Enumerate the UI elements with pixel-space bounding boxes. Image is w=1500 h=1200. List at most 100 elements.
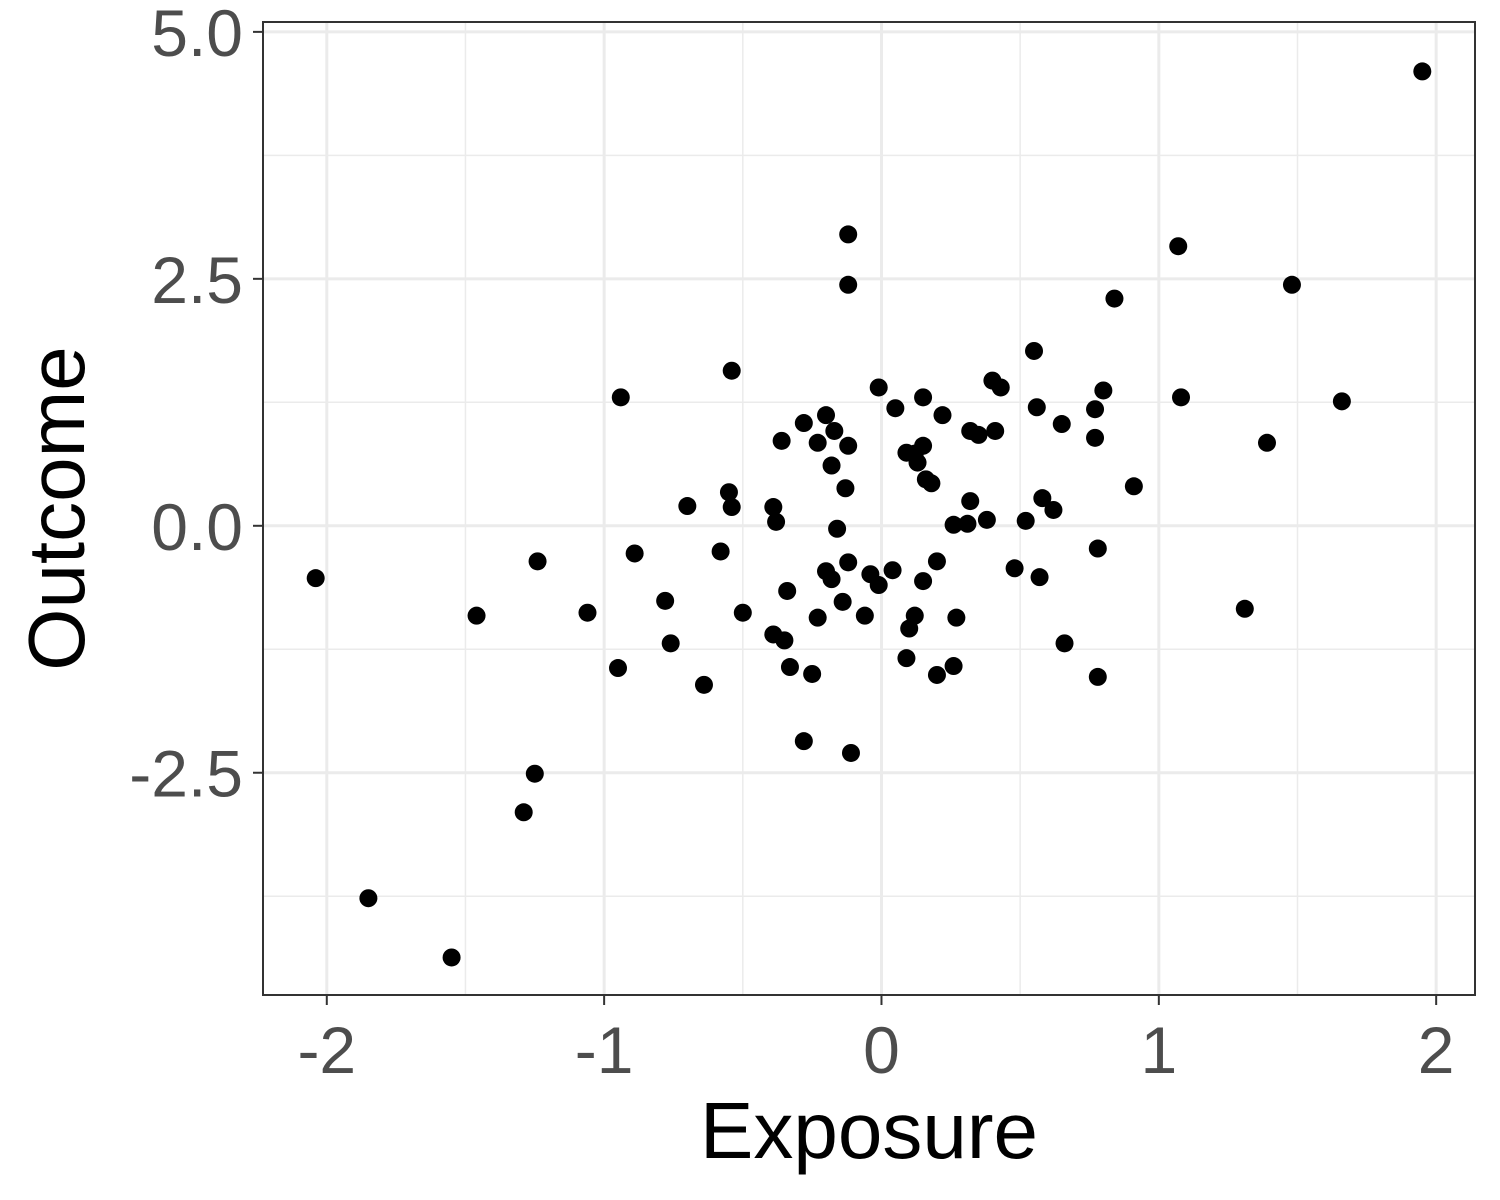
- data-point: [525, 764, 544, 783]
- data-point: [1016, 511, 1035, 530]
- data-point: [656, 591, 675, 610]
- data-point: [927, 665, 946, 684]
- data-point: [977, 510, 996, 529]
- data-point: [778, 581, 797, 600]
- data-point: [794, 414, 813, 433]
- axis-ticks: [253, 30, 1438, 1005]
- data-point: [841, 743, 860, 762]
- data-point: [883, 561, 902, 580]
- data-point: [1052, 415, 1071, 434]
- data-point: [908, 453, 927, 472]
- data-point: [722, 361, 741, 380]
- data-point: [1044, 500, 1063, 519]
- data-point: [1169, 237, 1188, 256]
- data-point: [947, 608, 966, 627]
- y-tick-label: 5.0: [151, 0, 243, 70]
- data-point: [855, 606, 874, 625]
- data-point: [822, 570, 841, 589]
- data-point: [1105, 289, 1124, 308]
- data-point: [869, 378, 888, 397]
- data-point: [886, 399, 905, 418]
- data-point: [467, 606, 486, 625]
- data-point: [914, 388, 933, 407]
- data-point: [611, 388, 630, 407]
- data-point: [839, 275, 858, 294]
- grid-lines: [263, 22, 1475, 995]
- x-tick-label: -2: [297, 1013, 356, 1087]
- data-point: [944, 515, 963, 534]
- data-point: [359, 889, 378, 908]
- data-point: [609, 659, 628, 678]
- data-point: [772, 431, 791, 450]
- x-tick-label: 1: [1140, 1013, 1177, 1087]
- data-point: [1172, 388, 1191, 407]
- panel-border: [262, 21, 1476, 996]
- data-point: [1088, 539, 1107, 558]
- data-point: [933, 406, 952, 425]
- data-point: [1030, 568, 1049, 587]
- data-point: [711, 542, 730, 561]
- x-tick-label: 0: [863, 1013, 900, 1087]
- x-axis-title: Exposure: [700, 1086, 1038, 1175]
- data-point: [1086, 400, 1105, 419]
- data-point: [528, 552, 547, 571]
- data-point: [817, 406, 836, 425]
- data-point: [625, 544, 644, 563]
- data-point: [733, 603, 752, 622]
- data-point: [986, 421, 1005, 440]
- data-point: [1086, 428, 1105, 447]
- data-point: [839, 553, 858, 572]
- data-point: [1055, 634, 1074, 653]
- data-point: [869, 576, 888, 595]
- data-point: [780, 658, 799, 677]
- data-point: [578, 603, 597, 622]
- data-point: [306, 569, 325, 588]
- data-point: [914, 572, 933, 591]
- data-point: [808, 608, 827, 627]
- data-point: [839, 225, 858, 244]
- data-point: [958, 514, 977, 533]
- data-point: [836, 479, 855, 498]
- data-point: [969, 425, 988, 444]
- data-point: [828, 519, 847, 538]
- y-tick-label: 2.5: [151, 243, 243, 317]
- y-tick-label: 0.0: [151, 490, 243, 564]
- y-tick-label: -2.5: [129, 737, 243, 811]
- data-point: [794, 732, 813, 751]
- data-point: [767, 512, 786, 531]
- data-point: [922, 474, 941, 493]
- data-point: [1413, 62, 1432, 81]
- data-point: [775, 631, 794, 650]
- data-point: [900, 619, 919, 638]
- data-point: [442, 948, 461, 967]
- x-axis-tick-labels: -2 -1 0 1 2: [297, 1013, 1454, 1087]
- x-tick-label: 2: [1418, 1013, 1455, 1087]
- data-point: [897, 649, 916, 668]
- data-point: [944, 657, 963, 676]
- data-point: [927, 552, 946, 571]
- data-point: [719, 483, 738, 502]
- data-point: [514, 803, 533, 822]
- data-point: [1257, 433, 1276, 452]
- data-point: [833, 592, 852, 611]
- data-point: [1088, 667, 1107, 686]
- data-point: [694, 675, 713, 694]
- data-point: [1235, 599, 1254, 618]
- data-point: [678, 497, 697, 516]
- data-point: [722, 498, 741, 517]
- x-tick-label: -1: [575, 1013, 634, 1087]
- data-point: [661, 634, 680, 653]
- data-point: [803, 664, 822, 683]
- data-point: [808, 433, 827, 452]
- data-point: [825, 421, 844, 440]
- data-point: [991, 378, 1010, 397]
- data-point: [1332, 392, 1351, 411]
- data-point: [1005, 559, 1024, 578]
- data-point: [764, 498, 783, 517]
- data-point: [822, 456, 841, 475]
- y-axis-title: Outcome: [12, 346, 101, 671]
- data-point: [1025, 341, 1044, 360]
